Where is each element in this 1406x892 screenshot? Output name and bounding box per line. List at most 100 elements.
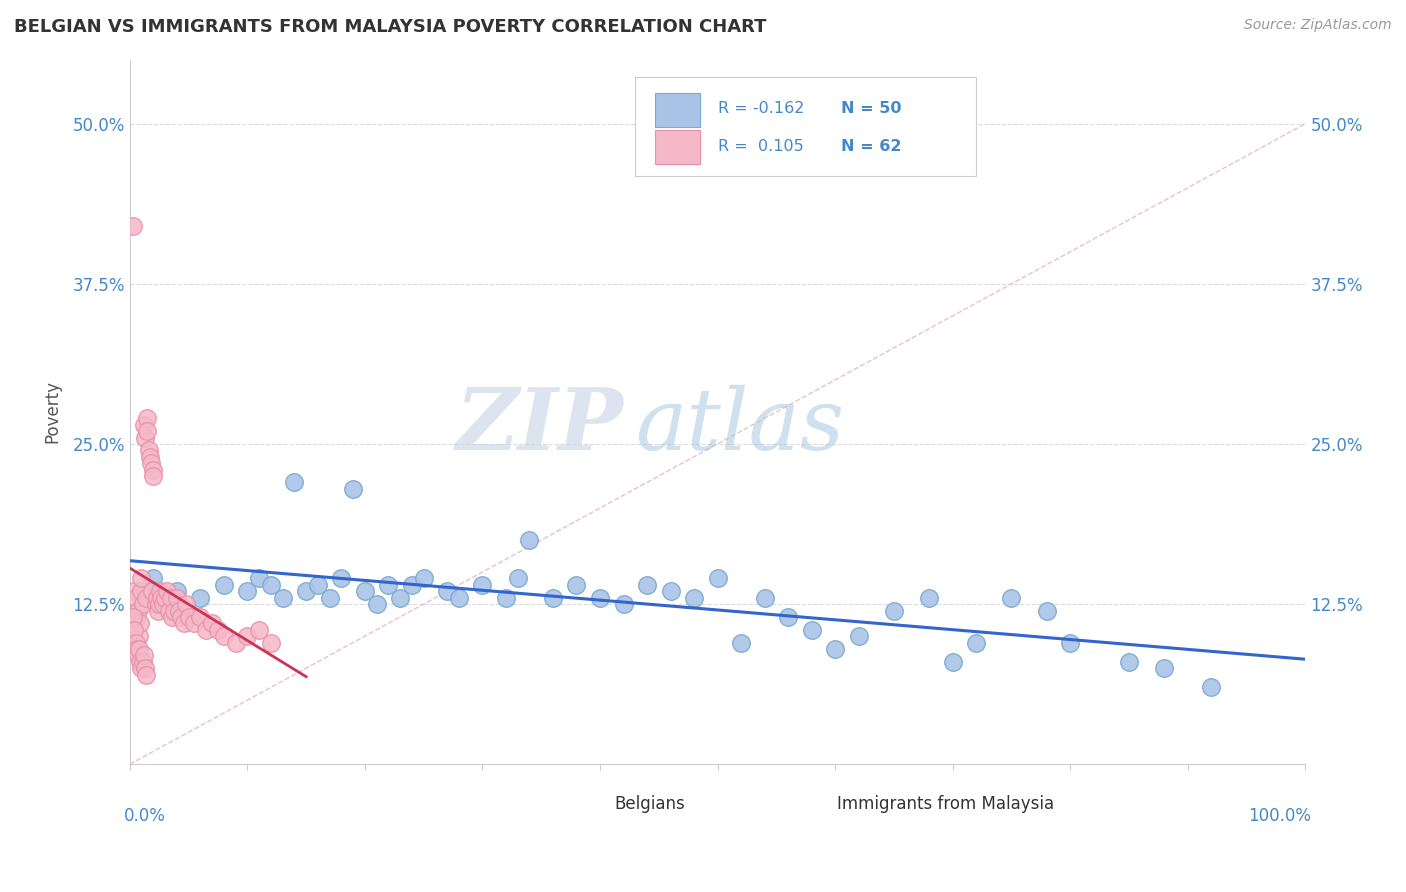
Point [188, 610, 211, 624]
Point [150, 591, 173, 605]
Point [160, 610, 183, 624]
Point [212, 578, 235, 592]
Point [778, 610, 800, 624]
FancyBboxPatch shape [565, 790, 606, 817]
Point [824, 642, 846, 657]
Point [152, 597, 174, 611]
Point [134, 431, 156, 445]
Point [519, 533, 541, 547]
Point [122, 610, 145, 624]
Point [260, 635, 283, 649]
Text: BELGIAN VS IMMIGRANTS FROM MALAYSIA POVERTY CORRELATION CHART: BELGIAN VS IMMIGRANTS FROM MALAYSIA POVE… [14, 18, 766, 36]
Point [401, 578, 423, 592]
Point [124, 623, 146, 637]
Point [142, 572, 165, 586]
Point [295, 584, 318, 599]
Text: N = 50: N = 50 [841, 102, 901, 117]
Point [139, 456, 162, 470]
Point [800, 623, 823, 637]
Point [1153, 661, 1175, 675]
Text: Source: ZipAtlas.com: Source: ZipAtlas.com [1244, 18, 1392, 32]
Point [125, 642, 148, 657]
Point [127, 603, 149, 617]
Point [149, 584, 172, 599]
Point [145, 591, 167, 605]
Point [131, 661, 153, 675]
Point [754, 591, 776, 605]
Point [366, 597, 388, 611]
Point [188, 591, 211, 605]
Point [236, 629, 259, 643]
Point [183, 616, 205, 631]
Point [128, 629, 150, 643]
Point [730, 635, 752, 649]
Point [129, 655, 152, 669]
Point [883, 603, 905, 617]
Point [307, 578, 329, 592]
Point [612, 597, 634, 611]
Point [353, 584, 375, 599]
Point [683, 591, 706, 605]
Point [541, 591, 564, 605]
FancyBboxPatch shape [655, 130, 700, 164]
Point [706, 572, 728, 586]
Point [318, 591, 340, 605]
Point [271, 591, 294, 605]
Point [659, 584, 682, 599]
Point [447, 591, 470, 605]
Point [141, 584, 163, 599]
Point [1201, 681, 1223, 695]
Point [247, 623, 270, 637]
Text: ZIP: ZIP [456, 384, 623, 467]
Point [131, 655, 153, 669]
Point [177, 610, 200, 624]
Point [131, 597, 153, 611]
FancyBboxPatch shape [789, 790, 830, 817]
Point [131, 584, 153, 599]
Point [170, 610, 193, 624]
Point [195, 623, 218, 637]
Point [134, 661, 156, 675]
Point [436, 584, 458, 599]
Point [377, 578, 399, 592]
Point [212, 629, 235, 643]
Point [148, 597, 170, 611]
Text: 100.0%: 100.0% [1249, 806, 1312, 824]
Point [145, 597, 167, 611]
Point [247, 572, 270, 586]
Point [495, 591, 517, 605]
Text: N = 62: N = 62 [841, 139, 901, 153]
Point [131, 572, 153, 586]
Point [412, 572, 434, 586]
Point [156, 584, 179, 599]
Point [135, 667, 157, 681]
Point [142, 469, 165, 483]
Point [166, 584, 188, 599]
Text: Belgians: Belgians [614, 795, 685, 813]
Point [157, 603, 180, 617]
Point [128, 642, 150, 657]
Point [138, 443, 160, 458]
Point [918, 591, 941, 605]
Point [207, 623, 229, 637]
Point [1118, 655, 1140, 669]
Point [330, 572, 353, 586]
Point [122, 219, 145, 234]
Point [565, 578, 588, 592]
Point [160, 591, 183, 605]
Point [153, 591, 176, 605]
Point [1035, 603, 1057, 617]
Point [965, 635, 987, 649]
Point [124, 584, 146, 599]
Point [125, 610, 148, 624]
Point [129, 616, 152, 631]
Text: R = -0.162: R = -0.162 [717, 102, 804, 117]
Point [174, 597, 197, 611]
Point [173, 616, 195, 631]
Point [167, 603, 190, 617]
Text: atlas: atlas [636, 384, 845, 467]
Point [471, 578, 494, 592]
Text: R =  0.105: R = 0.105 [717, 139, 803, 153]
Point [848, 629, 870, 643]
Point [124, 591, 146, 605]
